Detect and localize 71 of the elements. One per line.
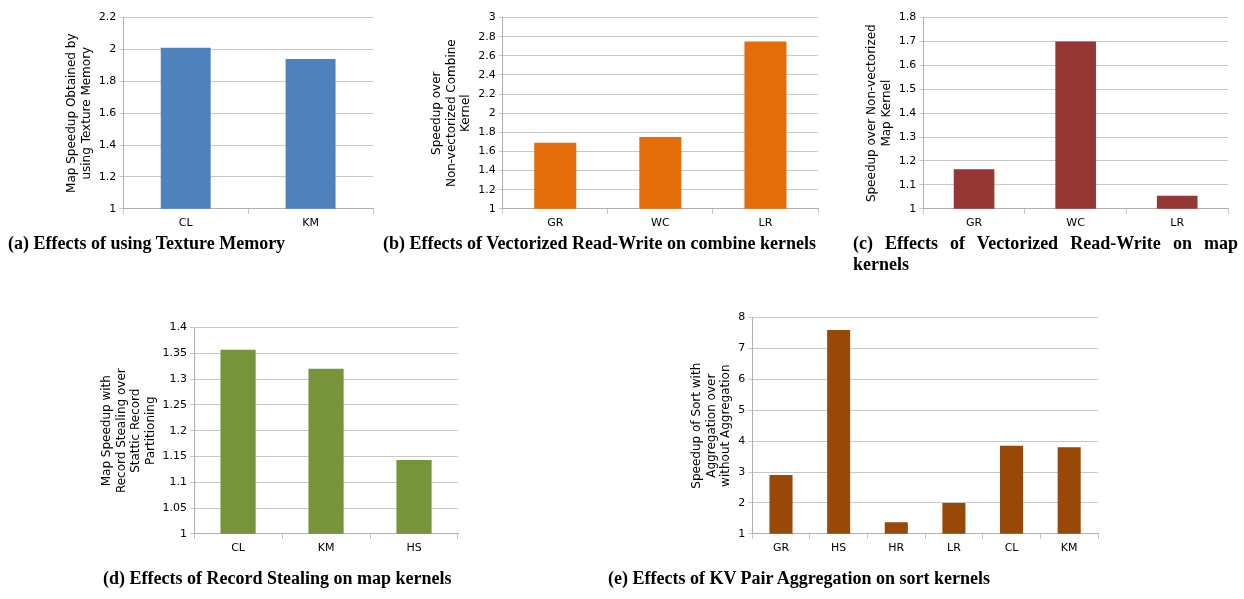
- y-axis-title: Speedup over Non-vectorized Combine Kernel: [429, 39, 473, 188]
- x-tick-label: GR: [547, 216, 564, 230]
- y-tick-label: 1.6: [898, 58, 917, 72]
- text: (b) Effects of Vectorized Read-Write on combine kernels: [383, 233, 818, 254]
- y-tick-label: 1.8: [898, 10, 917, 24]
- y-tick-label: 1.2: [478, 182, 496, 196]
- x-tick-label: KM: [1060, 541, 1078, 555]
- text: (a) Effects of using Texture Memory: [8, 233, 287, 254]
- text: (e) Effects of KV Pair Aggregation on sort kernels: [608, 568, 991, 589]
- y-tick-label: 1.15: [162, 449, 188, 463]
- y-tick-label: 1.8: [478, 125, 496, 139]
- y-tick-label: 1.3: [169, 372, 188, 386]
- y-tick-label: 6: [738, 372, 746, 386]
- y-tick-label: 1: [738, 526, 746, 540]
- y-tick-label: 2.6: [478, 48, 496, 62]
- x-tick-label: LR: [947, 541, 962, 555]
- x-tick-label: WC: [651, 216, 670, 230]
- y-tick-label: 1.2: [98, 169, 117, 183]
- x-tick-label: WC: [1066, 216, 1086, 230]
- x-tick-label: GR: [965, 216, 983, 230]
- x-tick-label: CL: [231, 541, 246, 555]
- y-tick-label: 7: [738, 341, 746, 355]
- text: (c) Effects of Vectorized Read-Write on map kernels: [853, 233, 1238, 275]
- y-tick-label: 5: [738, 403, 746, 417]
- y-axis-title: Speedup of Sort with Aggregation over without Aggregation: [689, 362, 733, 489]
- y-tick-label: 1.6: [98, 106, 117, 120]
- y-tick-label: 2: [109, 42, 117, 56]
- x-tick-label: GR: [772, 541, 790, 555]
- x-tick-label: HS: [831, 541, 847, 555]
- x-tick-label: CL: [1004, 541, 1020, 555]
- y-tick-label: 2: [488, 106, 496, 120]
- y-tick-label: 1.8: [98, 74, 117, 88]
- y-tick-label: 1.2: [169, 423, 188, 437]
- y-tick-label: 4: [738, 434, 746, 447]
- y-tick-label: 1.05: [162, 500, 188, 514]
- y-tick-label: 1.3: [898, 129, 917, 143]
- y-tick-label: 1: [488, 201, 496, 215]
- y-tick-label: 2.2: [98, 10, 117, 24]
- y-tick-label: 1: [909, 201, 917, 215]
- y-tick-label: 1: [109, 201, 117, 215]
- x-tick-label: HS: [406, 541, 422, 555]
- y-tick-label: 1.1: [169, 475, 188, 489]
- y-tick-label: 1.5: [898, 82, 917, 96]
- y-tick-label: 8: [738, 310, 746, 324]
- y-tick-label: 2.4: [478, 67, 496, 81]
- x-tick-label: KM: [317, 541, 335, 555]
- x-tick-label: KM: [302, 216, 319, 230]
- y-axis-title: Map Speedup Obtained by using Texture Memory: [64, 33, 93, 193]
- y-tick-label: 1.6: [478, 144, 496, 158]
- y-tick-label: 1.2: [898, 153, 917, 167]
- y-tick-label: 2.8: [478, 29, 496, 43]
- y-tick-label: 2: [738, 495, 746, 509]
- y-tick-label: 1: [180, 526, 188, 540]
- y-tick-label: 1.4: [898, 106, 917, 120]
- y-axis-title: Map Speedup with Record Stealing over Stattic Record Partitioning: [99, 368, 157, 494]
- y-tick-label: 1.25: [162, 397, 188, 411]
- y-tick-label: 1.35: [162, 346, 188, 360]
- x-tick-label: LR: [758, 216, 773, 230]
- x-tick-label: HR: [888, 541, 905, 555]
- y-tick-label: 1.7: [898, 34, 917, 48]
- y-tick-label: 1.4: [169, 320, 188, 334]
- y-tick-label: 1.4: [98, 137, 117, 151]
- text: (d) Effects of Record Stealing on map kernels: [103, 568, 453, 589]
- x-tick-label: LR: [1170, 216, 1185, 230]
- y-tick-label: 1.1: [898, 177, 917, 191]
- y-tick-label: 2.2: [478, 86, 496, 100]
- y-axis-title: Speedup over Non-vectorized Map Kernel: [864, 24, 893, 203]
- x-tick-label: CL: [178, 216, 194, 230]
- y-tick-label: 3: [488, 10, 496, 24]
- y-tick-label: 1.4: [478, 163, 496, 177]
- y-tick-label: 3: [738, 464, 746, 478]
